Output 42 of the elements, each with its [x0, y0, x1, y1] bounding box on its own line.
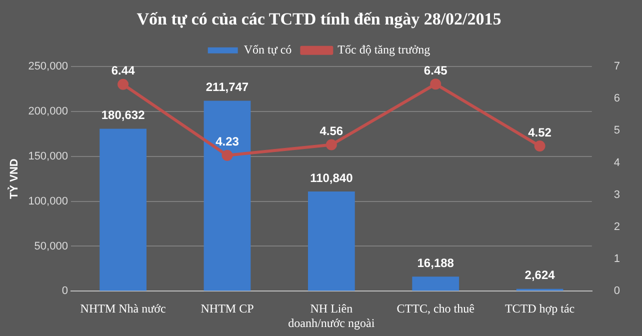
- data-label: 211,747: [206, 80, 249, 94]
- y-tick-label: 0: [62, 285, 68, 298]
- legend-label: Tốc độ tăng trưởng: [338, 42, 430, 57]
- y2-tick-label: 7: [614, 60, 620, 72]
- x-tick-label: TCTD hợp tác: [504, 302, 575, 316]
- y-tick-label: 200,000: [28, 105, 68, 118]
- data-label: 6.45: [424, 63, 448, 78]
- data-label: 4.23: [216, 134, 240, 149]
- data-label: 180,632: [101, 108, 146, 122]
- data-label: 6.44: [111, 64, 136, 78]
- y-tick-label: 150,000: [28, 150, 68, 162]
- data-label: 2,624: [524, 268, 556, 282]
- bar: [100, 128, 146, 291]
- point: [534, 140, 546, 152]
- point: [430, 78, 442, 90]
- y2-tick-label: 4: [614, 156, 620, 169]
- point: [326, 139, 337, 150]
- y2-tick-label: 5: [614, 124, 620, 137]
- data-label: 110,840: [310, 170, 354, 185]
- y-tick-label: 50,000: [34, 240, 68, 252]
- y-tick-label: 100,000: [28, 195, 68, 208]
- bar: [204, 100, 251, 291]
- point: [118, 78, 129, 90]
- bar: [412, 276, 460, 291]
- chart-title: Vốn tự có của các TCTD tính đến ngày 28/02/2015: [136, 10, 502, 29]
- y2-tick-label: 0: [614, 285, 620, 298]
- y2-tick-label: 2: [614, 221, 620, 234]
- data-label: 16,188: [417, 256, 454, 270]
- data-label: 4.52: [528, 125, 552, 140]
- x-tick-label: NH Liên doanh/nước ngoài: [288, 302, 376, 330]
- y2-tick-label: 3: [614, 188, 620, 201]
- y2-tick-label: 1: [614, 253, 620, 266]
- legend-label: Vốn tự có: [244, 42, 292, 57]
- data-label: 4.56: [320, 124, 344, 138]
- bar: [308, 192, 355, 291]
- x-tick-label: CTTC, cho thuê: [396, 302, 474, 316]
- y-tick-label: 250,000: [28, 60, 68, 72]
- point: [222, 150, 233, 161]
- y2-tick-label: 6: [614, 92, 620, 105]
- y-axis-title: TỶ VND: [8, 158, 21, 199]
- x-tick-label: NHTM Nhà nước: [80, 302, 166, 316]
- x-tick-label: NHTM CP: [200, 302, 254, 316]
